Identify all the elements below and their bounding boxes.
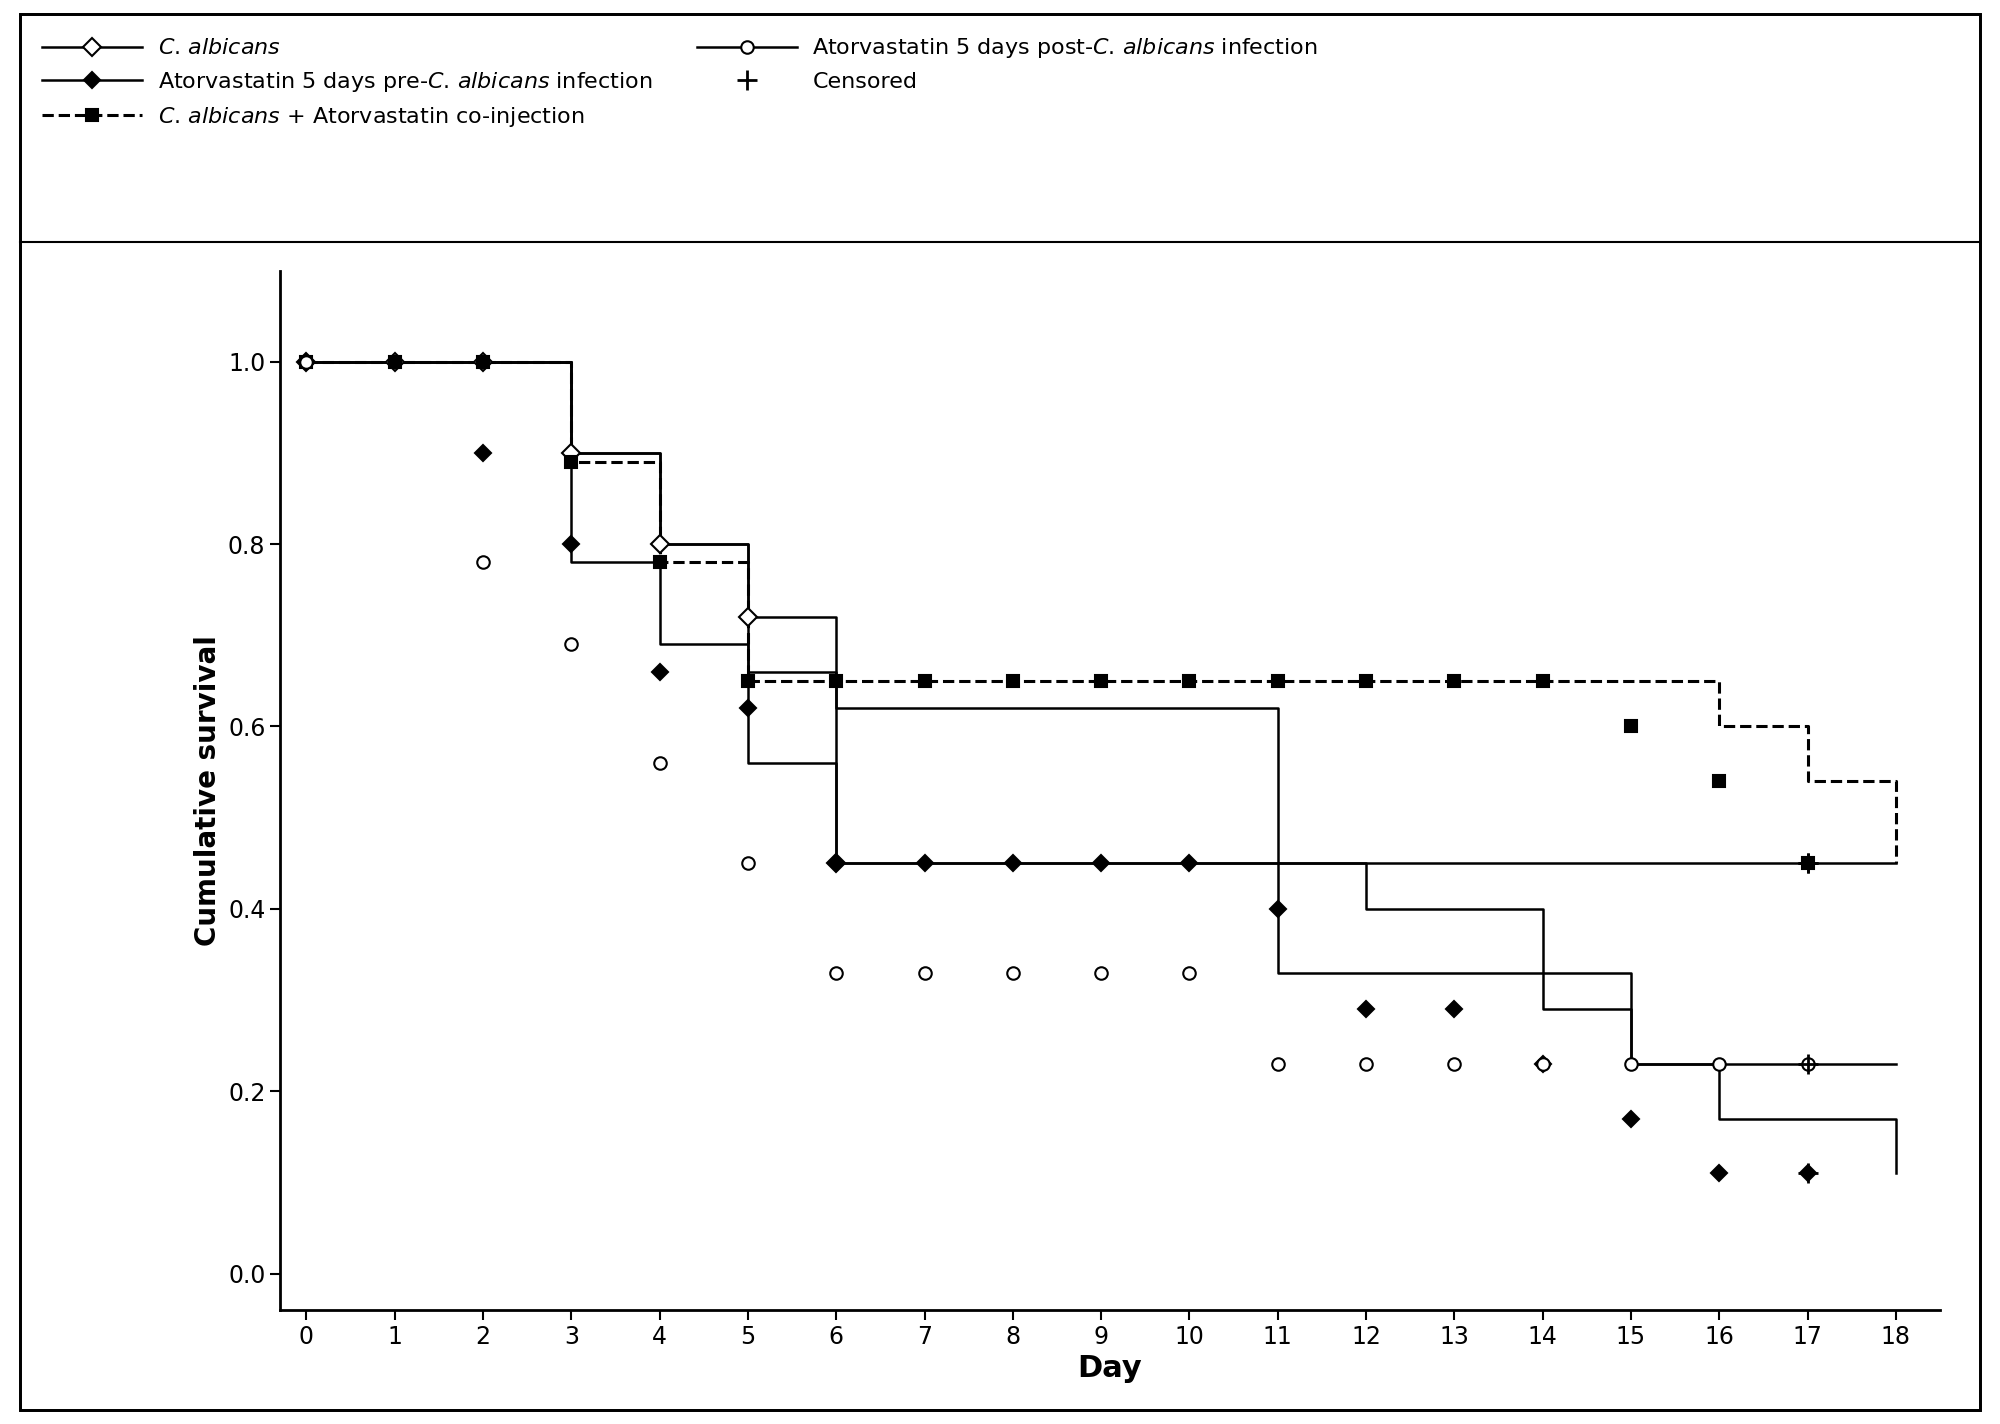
- Legend: $C$. $albicans$, Atorvastatin 5 days pre-$C$. $albicans$ infection, $C$. $albica: $C$. $albicans$, Atorvastatin 5 days pre…: [32, 26, 1330, 140]
- Y-axis label: Cumulative survival: Cumulative survival: [194, 635, 222, 946]
- X-axis label: Day: Day: [1078, 1354, 1142, 1383]
